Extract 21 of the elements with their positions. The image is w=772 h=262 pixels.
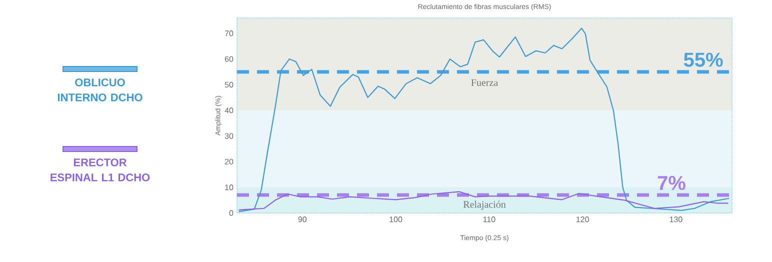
y-tick-label: 10 xyxy=(225,184,234,190)
y-tick-label: 70 xyxy=(224,30,234,36)
y-tick-label: 20 xyxy=(224,158,234,165)
y-tick-label: 0 xyxy=(229,210,234,216)
x-tick-label: 90 xyxy=(298,216,307,222)
band-label: Relajación xyxy=(463,200,506,210)
x-tick-label: 100 xyxy=(390,216,402,222)
x-tick-label: 120 xyxy=(576,216,589,222)
band-label: Fuerza xyxy=(471,79,498,86)
x-tick-label: 130 xyxy=(670,216,682,222)
y-tick-label: 50 xyxy=(224,82,234,88)
y-tick-label: 60 xyxy=(224,56,234,62)
x-tick-label: 110 xyxy=(483,216,496,222)
y-tick-label: 40 xyxy=(224,108,234,114)
line-series xyxy=(238,28,730,212)
text: ERECTOR ESPINAL L1 DCHO xyxy=(50,158,150,182)
ref-line-label: 7% xyxy=(658,176,686,190)
text: OBLICUO INTERNO DCHO xyxy=(58,78,142,102)
ref-line-label: 55% xyxy=(684,52,723,67)
y-tick-label: 30 xyxy=(224,133,234,139)
line-series xyxy=(238,191,729,210)
